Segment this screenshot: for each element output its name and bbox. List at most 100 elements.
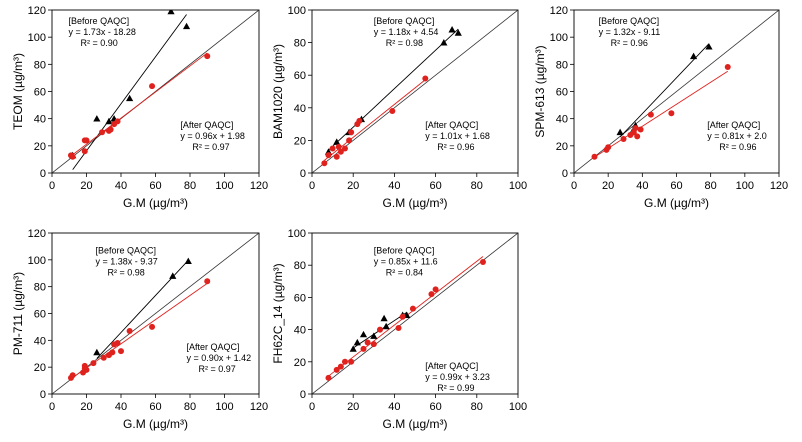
- y-tick-label: 100: [288, 5, 306, 17]
- before-annotation-equation: y = 1.32x - 9.11: [599, 27, 661, 37]
- after-annotation-title: [After QAQC]: [180, 120, 233, 130]
- x-tick-label: 100: [736, 180, 754, 192]
- before-point: [382, 322, 390, 330]
- after-point: [724, 64, 731, 71]
- after-point: [69, 372, 76, 379]
- y-tick-label: 60: [294, 292, 306, 304]
- after-point: [591, 153, 598, 160]
- y-tick-label: 80: [294, 38, 306, 50]
- x-axis-label: G.M (µg/m³): [644, 196, 709, 210]
- x-tick-label: 80: [184, 401, 196, 413]
- plot-area: [52, 233, 259, 394]
- panel-spm-613: 0 20 40 60 80 100 120 0 20 40 60 80 100 120 G.M (µg/m³…: [533, 5, 788, 210]
- before-annotation-title: [Before QAQC]: [374, 16, 435, 26]
- y-tick-label: 60: [556, 87, 568, 99]
- y-tick-label: 100: [28, 32, 46, 44]
- y-axis-label: PM-711 (µg/m³): [11, 272, 25, 355]
- after-regression-line: [594, 70, 728, 158]
- before-annotation-title: [Before QAQC]: [374, 245, 435, 255]
- after-point: [333, 153, 340, 160]
- x-tick-label: 40: [388, 180, 400, 192]
- x-tick-label: 20: [347, 401, 359, 413]
- x-tick-label: 20: [80, 401, 92, 413]
- x-tick-label: 0: [309, 180, 315, 192]
- after-annotation-equation: y = 0.81x + 2.0: [707, 131, 767, 141]
- after-annotation-equation: y = 1.01x + 1.68: [425, 131, 490, 141]
- before-point: [454, 29, 462, 36]
- panel-fh62c-14: 0 20 40 60 80 100 0 20 40 60 80 100 G.M (µg/m³) FH62C…: [271, 228, 527, 431]
- before-regression-line: [619, 43, 710, 138]
- before-point: [353, 338, 361, 346]
- before-point: [105, 117, 113, 125]
- x-tick-label: 100: [509, 180, 527, 192]
- after-point: [409, 305, 416, 312]
- y-tick-label: 100: [288, 228, 306, 240]
- after-annotation-title: [After QAQC]: [425, 120, 478, 130]
- before-annotation-r2: R² = 0.84: [386, 267, 423, 277]
- after-point: [605, 144, 612, 151]
- before-annotation-equation: y = 1.73x - 18.28: [69, 27, 136, 37]
- after-point: [348, 358, 355, 365]
- after-point: [118, 348, 124, 355]
- after-point: [346, 137, 353, 144]
- x-axis-label: G.M (µg/m³): [123, 196, 188, 210]
- before-annotation-r2: R² = 0.98: [386, 38, 423, 48]
- after-annotation-equation: y = 0.96x + 1.98: [180, 131, 245, 141]
- after-annotation-equation: y = 0.99x + 3.23: [425, 372, 490, 382]
- one-to-one-line: [52, 10, 259, 173]
- after-point: [376, 326, 383, 333]
- x-tick-label: 40: [115, 180, 127, 192]
- one-to-one-line: [312, 10, 518, 173]
- plot-frame: [311, 9, 519, 174]
- after-point: [337, 148, 344, 155]
- before-annotation-title: [Before QAQC]: [95, 245, 156, 255]
- y-tick-label: 40: [34, 114, 46, 126]
- x-tick-label: 80: [184, 180, 196, 192]
- x-tick-label: 80: [471, 401, 483, 413]
- after-point: [335, 143, 342, 150]
- x-tick-label: 60: [670, 180, 682, 192]
- plot-area: [312, 10, 518, 173]
- before-point: [349, 345, 357, 352]
- plot-area: [312, 233, 518, 394]
- x-tick-label: 40: [388, 401, 400, 413]
- after-point: [204, 53, 211, 60]
- plot-area: [574, 10, 779, 173]
- x-tick-label: 60: [149, 401, 161, 413]
- before-point: [93, 348, 101, 356]
- after-annotation-equation: y = 0.90x + 1.42: [187, 353, 252, 363]
- after-annotation-title: [After QAQC]: [707, 120, 760, 130]
- after-point: [149, 83, 156, 90]
- y-tick-label: 120: [28, 228, 46, 240]
- y-tick-label: 60: [34, 87, 46, 99]
- y-tick-label: 120: [28, 5, 46, 17]
- after-point: [325, 152, 332, 159]
- after-point: [126, 327, 133, 334]
- y-axis-label: TEOM (µg/m³): [11, 53, 25, 130]
- x-tick-label: 60: [429, 401, 441, 413]
- x-tick-label: 120: [250, 180, 268, 192]
- y-tick-label: 0: [40, 389, 46, 401]
- x-tick-label: 60: [429, 180, 441, 192]
- y-tick-label: 80: [556, 59, 568, 71]
- y-tick-label: 100: [28, 255, 46, 267]
- y-tick-label: 40: [294, 103, 306, 115]
- y-tick-label: 20: [556, 141, 568, 153]
- before-point: [380, 314, 388, 322]
- before-annotation-equation: y = 0.85x + 11.6: [374, 256, 438, 266]
- after-point: [428, 291, 435, 298]
- plot-frame: [311, 232, 519, 395]
- before-point: [705, 43, 713, 50]
- after-point: [637, 126, 644, 133]
- after-point: [100, 354, 107, 361]
- after-point: [341, 358, 348, 365]
- x-tick-label: 0: [309, 401, 315, 413]
- y-tick-label: 20: [294, 135, 306, 147]
- y-tick-label: 60: [34, 309, 46, 321]
- x-axis-label: G.M (µg/m³): [383, 196, 448, 210]
- before-point: [359, 330, 368, 338]
- y-tick-label: 80: [34, 282, 46, 294]
- x-tick-label: 20: [80, 180, 92, 192]
- after-point: [668, 110, 675, 117]
